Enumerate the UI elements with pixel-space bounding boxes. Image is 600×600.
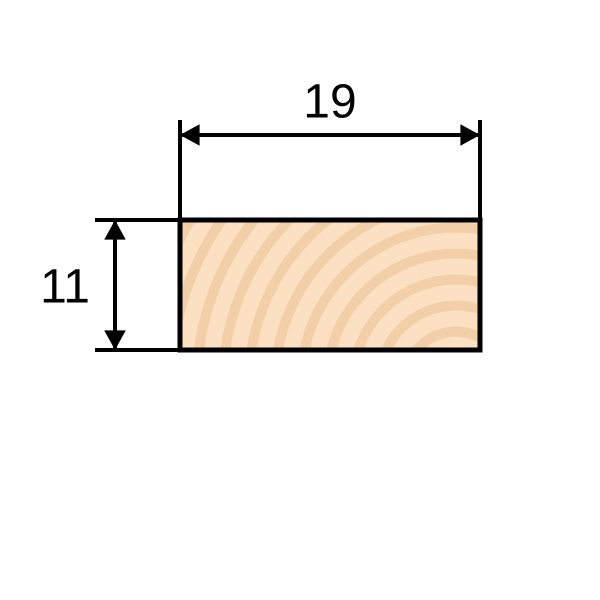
dimension-height-label: 11 (40, 261, 90, 314)
cross-section-svg: 1911 (0, 0, 600, 600)
diagram-stage: 1911 (0, 0, 600, 600)
wood-block (180, 220, 480, 350)
dimension-height: 11 (40, 220, 180, 350)
dimension-width-label: 19 (303, 76, 356, 129)
dimension-width: 19 (180, 76, 480, 220)
